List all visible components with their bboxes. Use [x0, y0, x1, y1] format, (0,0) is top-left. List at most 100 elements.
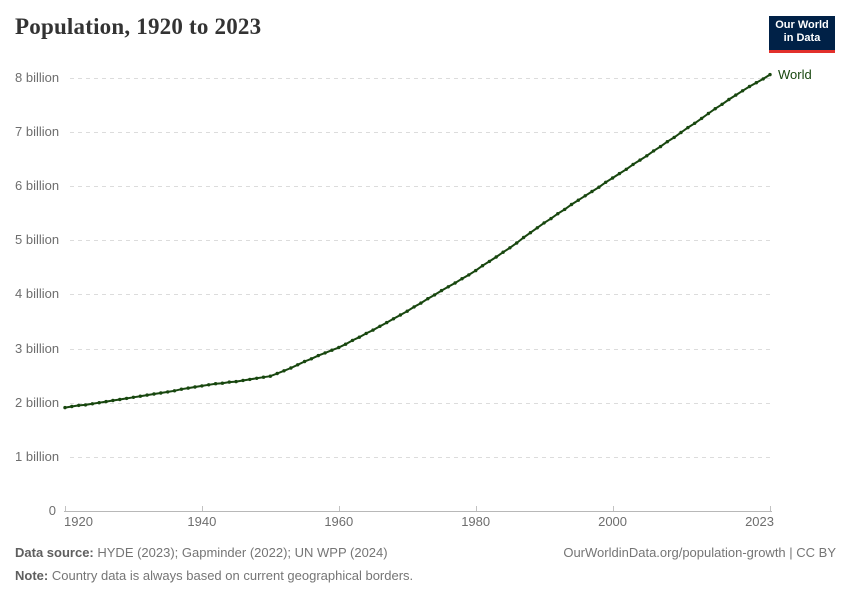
data-point-marker: [549, 216, 553, 221]
y-axis-tick-label: 2 billion: [15, 394, 60, 410]
data-point-marker: [610, 176, 615, 180]
data-point-marker: [124, 396, 129, 401]
x-axis-tick: [339, 506, 340, 511]
data-point-marker: [111, 398, 115, 403]
data-point-marker: [487, 259, 492, 264]
data-point-marker: [289, 366, 293, 370]
y-axis-tick-label: 6 billion: [15, 178, 60, 194]
data-point-marker: [563, 207, 567, 212]
data-point-marker: [740, 89, 745, 93]
data-point-marker: [152, 392, 156, 396]
data-point-marker: [268, 374, 272, 378]
note-label: Note:: [15, 568, 49, 583]
data-point-marker: [528, 231, 533, 235]
y-axis-tick-label: 1 billion: [15, 448, 60, 464]
data-point-marker: [467, 273, 471, 277]
data-point-marker: [83, 403, 88, 407]
data-point-marker: [234, 379, 238, 384]
data-point-marker: [658, 144, 663, 149]
data-point-marker: [357, 335, 361, 339]
y-gridline: [70, 77, 772, 79]
y-gridline: [70, 348, 772, 350]
y-gridline: [70, 402, 772, 404]
owid-logo-line1: Our World: [775, 19, 829, 31]
data-point-marker: [145, 393, 149, 397]
data-point-marker: [699, 116, 704, 121]
owid-logo[interactable]: Our World in Data: [769, 16, 835, 53]
data-point-marker: [193, 385, 197, 389]
data-point-marker: [734, 93, 738, 97]
data-point-marker: [138, 394, 142, 398]
x-axis-tick: [770, 506, 771, 511]
data-point-marker: [515, 241, 519, 245]
footer-url-license[interactable]: OurWorldinData.org/population-growth | C…: [563, 545, 836, 560]
footer-note: Note: Country data is always based on cu…: [15, 568, 413, 583]
data-point-marker: [186, 386, 190, 390]
data-point-marker: [391, 317, 396, 321]
data-point-marker: [343, 342, 348, 346]
data-point-marker: [604, 180, 608, 184]
data-point-marker: [227, 380, 231, 384]
data-point-marker: [713, 107, 717, 111]
data-point-marker: [569, 202, 574, 207]
x-axis-tick: [202, 506, 203, 511]
data-point-marker: [207, 383, 211, 387]
owid-logo-line2: in Data: [783, 32, 821, 44]
data-point-marker: [220, 381, 225, 385]
footer-data-source: Data source: HYDE (2023); Gapminder (202…: [15, 545, 388, 560]
data-point-marker: [241, 378, 245, 383]
x-axis-tick: [613, 506, 614, 511]
data-point-marker: [720, 102, 724, 107]
data-point-marker: [63, 405, 67, 410]
data-point-marker: [412, 305, 416, 309]
data-point-marker: [350, 338, 355, 343]
data-point-marker: [535, 226, 539, 230]
data-point-marker: [248, 377, 252, 382]
note-text: Country data is always based on current …: [51, 568, 414, 583]
y-axis-tick-label: 4 billion: [15, 286, 60, 302]
data-point-marker: [179, 387, 184, 391]
data-point-marker: [118, 397, 122, 402]
data-point-marker: [439, 288, 444, 293]
data-point-marker: [70, 404, 74, 409]
data-point-marker: [200, 384, 204, 388]
data-point-marker: [686, 125, 690, 130]
data-point-marker: [706, 111, 711, 116]
data-point-marker: [398, 313, 403, 317]
data-point-marker: [631, 162, 635, 167]
data-point-marker: [521, 235, 526, 240]
data-source-label: Data source:: [15, 545, 94, 560]
y-gridline: [70, 456, 772, 458]
y-axis-tick-label: 5 billion: [15, 232, 60, 248]
x-axis-tick: [476, 506, 477, 511]
data-point-marker: [296, 363, 300, 367]
data-point-marker: [480, 264, 485, 268]
series-end-label-world[interactable]: World: [778, 66, 812, 82]
data-point-marker: [665, 140, 669, 144]
data-point-marker: [453, 281, 457, 285]
data-point-marker: [364, 331, 368, 336]
data-point-marker: [282, 369, 286, 373]
y-gridline: [70, 131, 772, 133]
x-axis-tick-label: 2023: [745, 514, 774, 529]
data-point-marker: [77, 403, 81, 408]
data-point-marker: [405, 309, 409, 313]
data-point-marker: [419, 301, 423, 305]
data-point-marker: [426, 297, 430, 301]
x-axis-tick-label: 1940: [187, 514, 217, 529]
data-point-marker: [166, 390, 170, 394]
data-point-marker: [754, 81, 758, 85]
y-axis-tick-label: 8 billion: [15, 69, 60, 85]
data-point-marker: [542, 221, 546, 225]
data-point-marker: [316, 353, 320, 358]
data-point-marker: [172, 389, 177, 393]
data-point-marker: [508, 246, 512, 250]
y-gridline: [70, 186, 772, 188]
data-point-marker: [302, 359, 307, 364]
x-axis-tick-label: 1980: [461, 514, 491, 529]
x-axis-tick-label: 2000: [598, 514, 628, 529]
data-point-marker: [583, 194, 587, 198]
